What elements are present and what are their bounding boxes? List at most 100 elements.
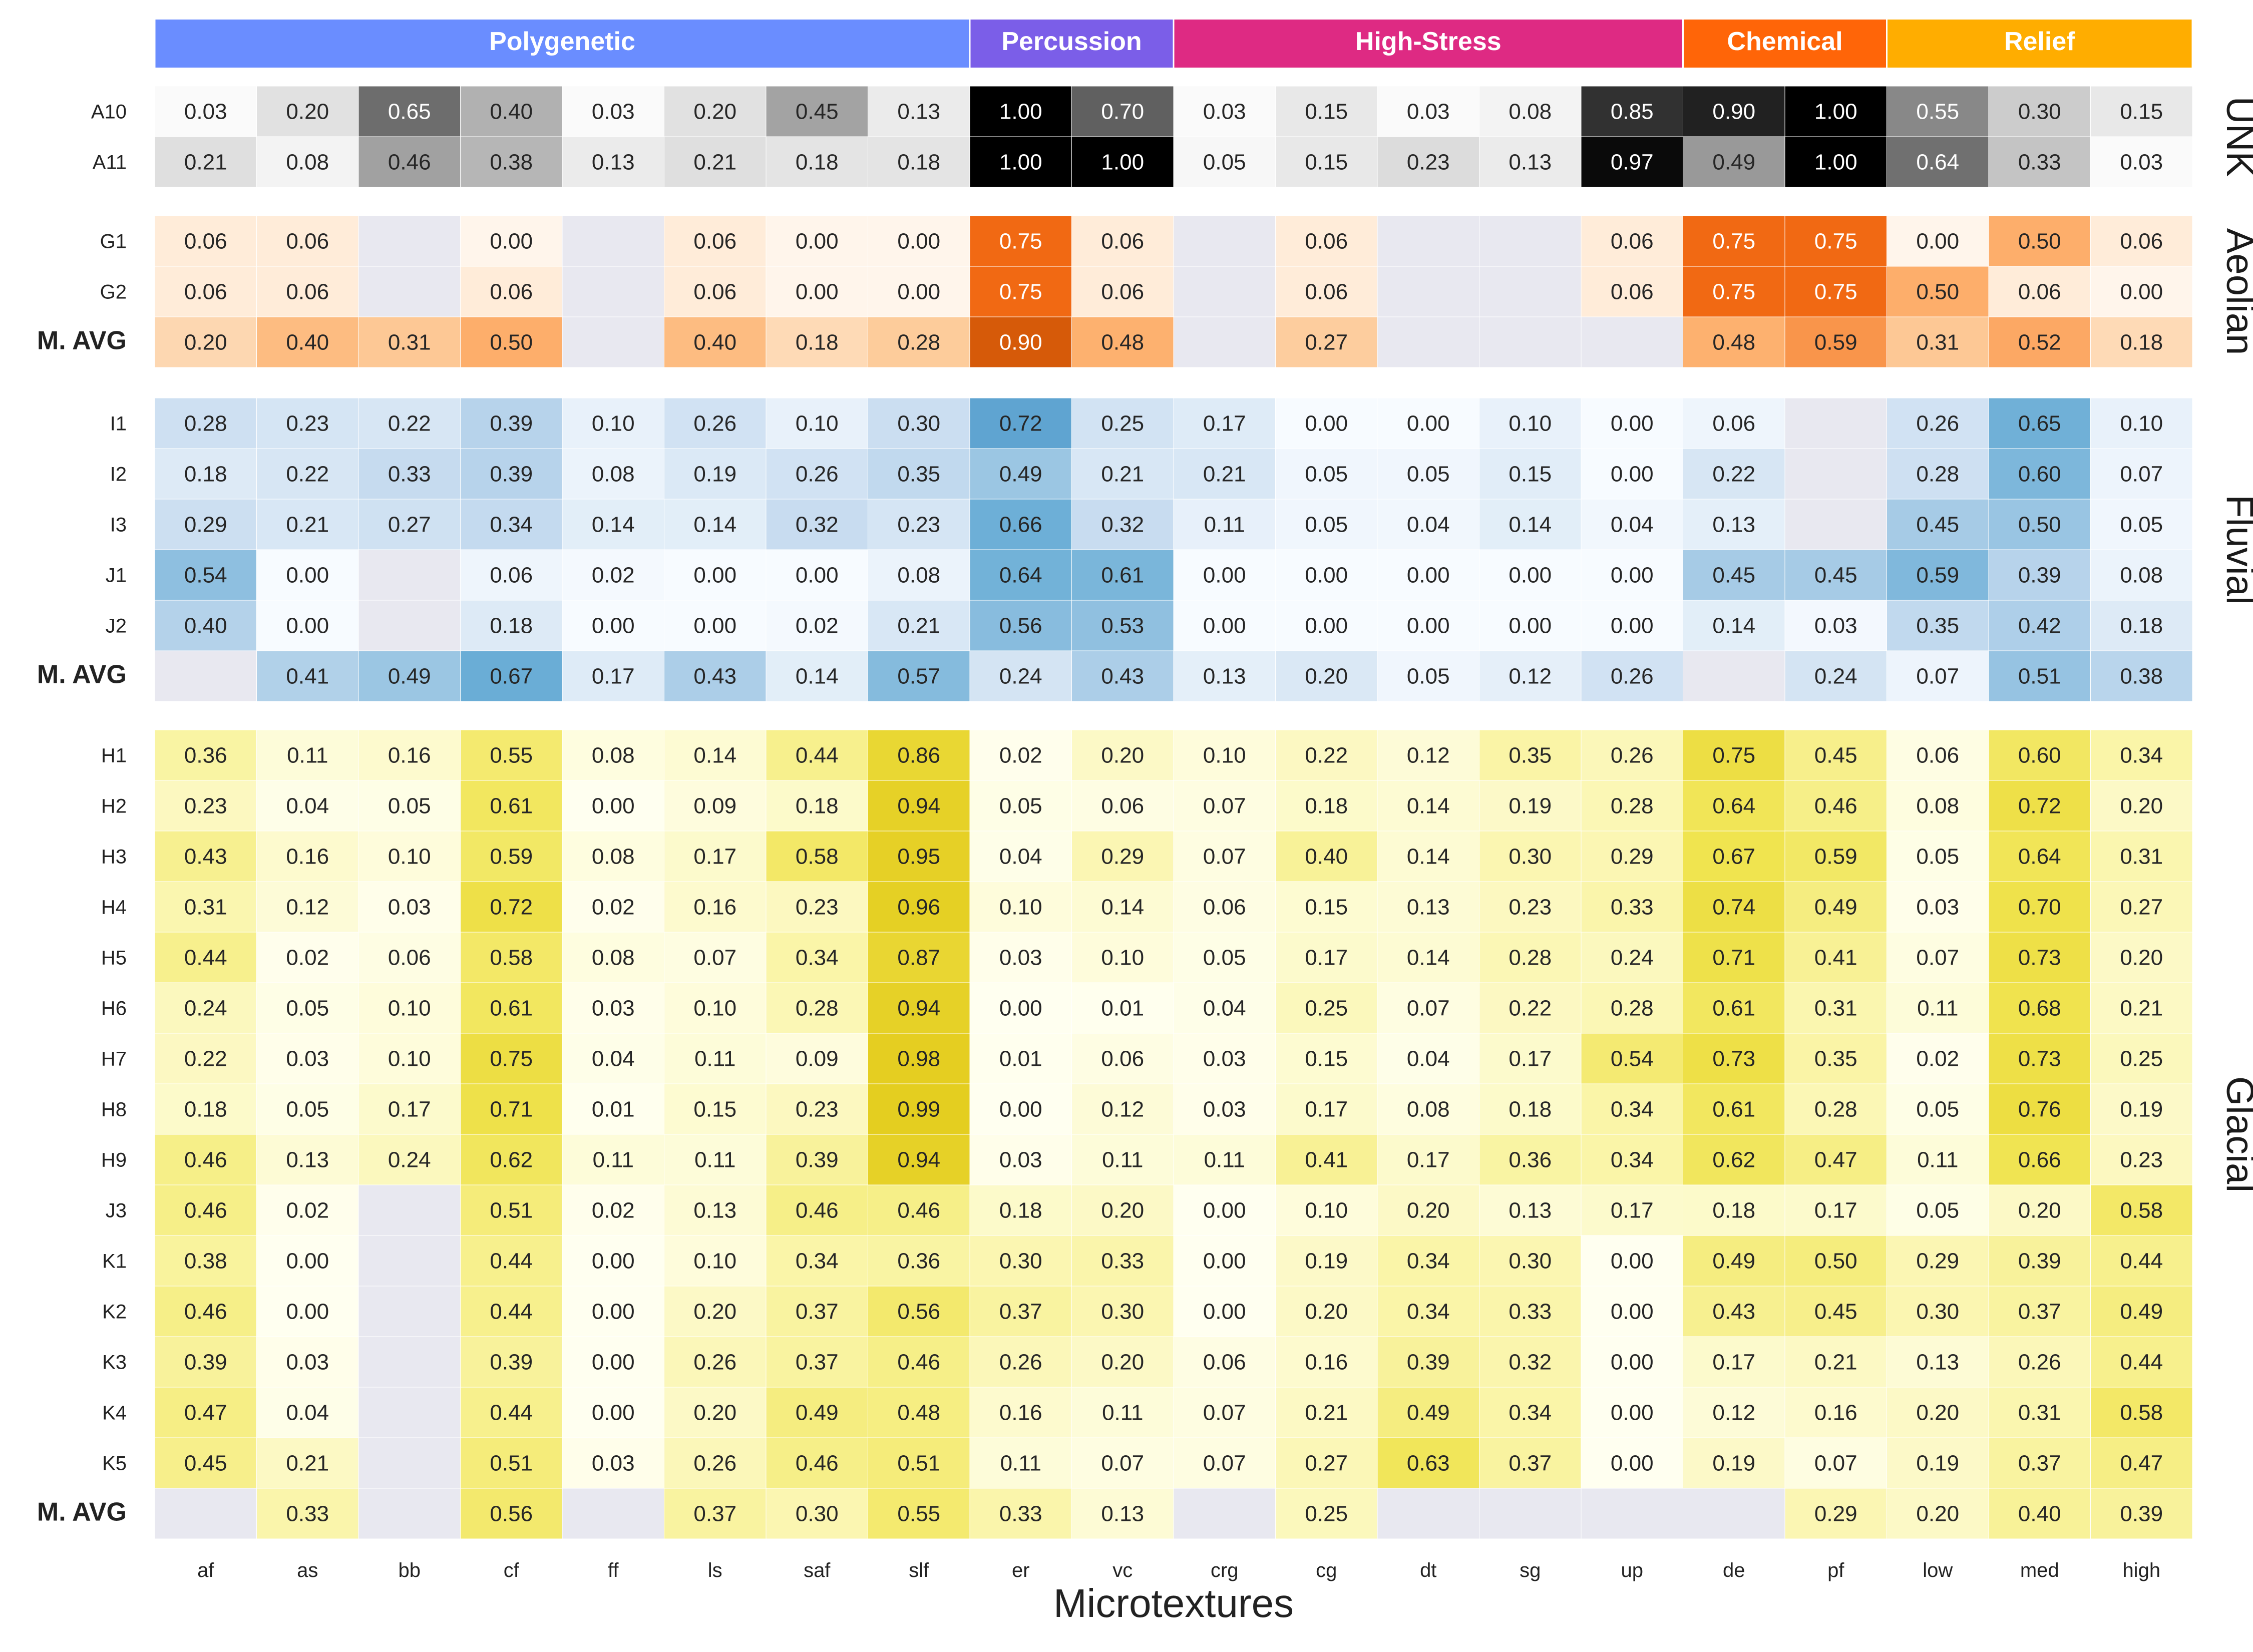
cell-value-label: 0.31	[2018, 1401, 2061, 1425]
cell-value-label: 0.21	[286, 513, 329, 537]
row-label: H4	[101, 897, 127, 919]
cell-value-label: 0.05	[286, 996, 329, 1021]
cell-value-label: 0.64	[999, 563, 1042, 588]
cell-value-label: 0.04	[592, 1047, 635, 1071]
heatmap-cell	[1479, 499, 1581, 550]
heatmap-cell	[1887, 651, 1989, 701]
heatmap-cell	[562, 317, 664, 367]
cell-value-label: 0.11	[694, 1047, 735, 1071]
cell-value-label: 0.15	[2120, 100, 2163, 124]
heatmap-cell	[1989, 831, 2090, 882]
cell-value-label: 0.23	[1509, 895, 1552, 920]
heatmap-cell	[766, 1286, 868, 1337]
cell-value-label: 0.05	[388, 794, 431, 818]
heatmap-cell	[1581, 882, 1683, 932]
heatmap-cell	[766, 266, 868, 317]
heatmap-cell	[1174, 983, 1275, 1033]
cell-value-label: 0.15	[1305, 100, 1348, 124]
cell-value-label: 0.05	[2120, 513, 2163, 537]
cell-value-label: 0.18	[796, 150, 839, 175]
cell-value-label: 0.14	[1407, 845, 1450, 869]
cell-value-label: 0.99	[897, 1097, 940, 1122]
cell-value-label: 0.90	[999, 330, 1042, 355]
heatmap-cell	[155, 1337, 256, 1387]
cell-value-label: 0.18	[1712, 1198, 1755, 1223]
cell-value-label: 0.72	[490, 895, 533, 920]
cell-value-label: 0.08	[2120, 563, 2163, 588]
heatmap-cell	[358, 137, 460, 187]
heatmap-cell	[1377, 780, 1479, 831]
cell-value-label: 0.20	[1101, 743, 1144, 768]
heatmap-cell	[1887, 1235, 1989, 1286]
cell-value-label: 0.67	[490, 664, 533, 689]
heatmap-cell	[664, 730, 766, 780]
heatmap-cell	[1683, 317, 1785, 367]
heatmap-cell	[1479, 983, 1581, 1033]
cell-value-label: 0.46	[184, 1300, 227, 1324]
cell-value-label: 0.00	[1305, 614, 1348, 638]
heatmap-cell	[766, 1387, 868, 1438]
cell-value-label: 0.64	[2018, 845, 2061, 869]
heatmap-cell	[562, 1134, 664, 1185]
cell-value-label: 0.02	[1916, 1047, 1959, 1071]
heatmap-cell	[155, 600, 256, 651]
heatmap-cell	[358, 1337, 460, 1387]
cell-value-label: 0.42	[2018, 614, 2061, 638]
cell-value-label: 0.48	[1712, 330, 1755, 355]
heatmap-cell	[1785, 1387, 1887, 1438]
cell-value-label: 0.10	[693, 1249, 736, 1274]
cell-value-label: 0.00	[1509, 614, 1552, 638]
heatmap-cell	[1581, 730, 1683, 780]
cell-value-label: 0.34	[1407, 1300, 1450, 1324]
heatmap-cell	[1989, 651, 2090, 701]
cell-value-label: 0.03	[286, 1350, 329, 1375]
heatmap-cell	[1174, 600, 1275, 651]
heatmap-cell	[868, 317, 970, 367]
heatmap-cell	[1479, 1235, 1581, 1286]
cell-value-label: 0.20	[693, 1401, 736, 1425]
heatmap-cell	[461, 1286, 562, 1337]
heatmap-cell	[664, 831, 766, 882]
heatmap-cell	[868, 499, 970, 550]
cell-value-label: 0.28	[1611, 996, 1654, 1021]
cell-value-label: 0.11	[593, 1148, 634, 1172]
heatmap-cell	[1479, 780, 1581, 831]
cell-value-label: 0.25	[1305, 1502, 1348, 1526]
column-tick-label: up	[1621, 1559, 1644, 1581]
cell-value-label: 0.75	[999, 280, 1042, 304]
heatmap-cell	[766, 550, 868, 600]
cell-value-label: 0.02	[592, 1198, 635, 1223]
heatmap-cell	[155, 1185, 256, 1235]
cell-value-label: 0.44	[490, 1300, 533, 1324]
cell-value-label: 0.18	[796, 794, 839, 818]
row-label: J1	[106, 565, 127, 587]
heatmap-cell	[2091, 780, 2192, 831]
cell-value-label: 0.72	[999, 411, 1042, 436]
heatmap-cell	[970, 1185, 1071, 1235]
cell-value-label: 0.43	[184, 845, 227, 869]
heatmap-cell	[664, 137, 766, 187]
heatmap-cell	[1887, 1134, 1989, 1185]
heatmap-cell	[257, 1084, 358, 1134]
heatmap-cell	[562, 216, 664, 266]
heatmap-cell	[1174, 1084, 1275, 1134]
row-label: A10	[91, 101, 127, 123]
row-label: H3	[101, 846, 127, 868]
heatmap-cell	[1785, 1235, 1887, 1286]
cell-value-label: 0.44	[2120, 1350, 2163, 1375]
cell-value-label: 0.56	[490, 1502, 533, 1526]
heatmap-cell	[2091, 1438, 2192, 1488]
cell-value-label: 0.28	[796, 996, 839, 1021]
heatmap-cell	[1276, 1185, 1377, 1235]
column-tick-label: cg	[1316, 1559, 1337, 1581]
heatmap-cell	[2091, 1337, 2192, 1387]
heatmap-cell	[1887, 1033, 1989, 1084]
cell-value-label: 0.36	[184, 743, 227, 768]
cell-value-label: 0.94	[897, 1148, 940, 1172]
heatmap-cell	[1072, 651, 1174, 701]
cell-value-label: 0.19	[1305, 1249, 1348, 1274]
heatmap-cell	[664, 600, 766, 651]
heatmap-cell	[1785, 1286, 1887, 1337]
cell-value-label: 0.20	[1305, 1300, 1348, 1324]
cell-value-label: 0.16	[1814, 1401, 1857, 1425]
